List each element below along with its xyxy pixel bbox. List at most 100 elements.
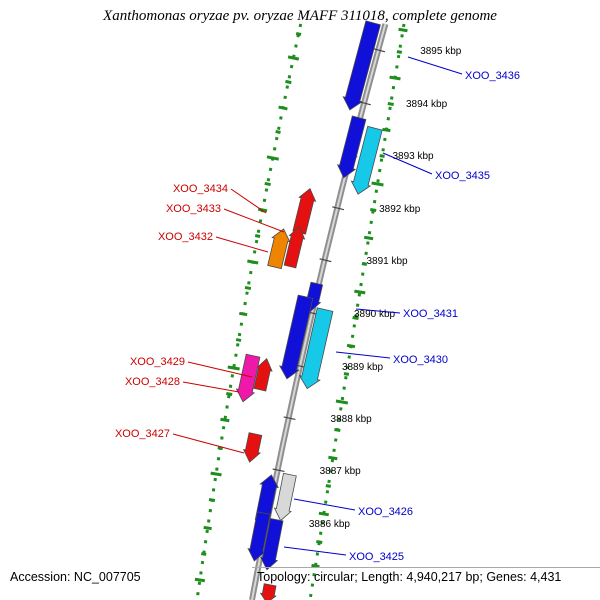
axis-tick bbox=[373, 48, 386, 53]
gene-arrow-15[interactable] bbox=[247, 511, 271, 562]
leader-line bbox=[215, 236, 269, 253]
green-tick bbox=[285, 79, 292, 85]
page-title: Xanthomonas oryzae pv. oryzae MAFF 31101… bbox=[103, 8, 497, 24]
green-tick bbox=[264, 181, 271, 187]
axis-tick-label: 3890 kbp bbox=[354, 309, 396, 320]
gene-label-XOO_3425[interactable]: XOO_3425 bbox=[349, 551, 404, 563]
green-tick bbox=[371, 181, 384, 187]
axis-tick-label: 3891 kbp bbox=[366, 256, 408, 267]
green-tick bbox=[387, 102, 394, 106]
axis-tick-label: 3895 kbp bbox=[420, 46, 462, 57]
green-tick bbox=[210, 471, 222, 477]
green-tick bbox=[227, 365, 240, 371]
gene-arrow-8[interactable] bbox=[279, 294, 314, 380]
axis-tick-label: 3887 kbp bbox=[320, 466, 362, 477]
green-tick bbox=[352, 316, 359, 320]
green-tick bbox=[239, 311, 248, 317]
green-tick bbox=[287, 55, 300, 61]
gene-label-XOO_3430[interactable]: XOO_3430 bbox=[393, 354, 448, 366]
leader-line bbox=[187, 361, 253, 378]
axis-tick-label: 3893 kbp bbox=[392, 151, 434, 162]
leader-line bbox=[355, 308, 401, 314]
green-tick bbox=[220, 417, 230, 423]
gene-arrow-12[interactable] bbox=[242, 432, 263, 463]
green-tick bbox=[343, 372, 350, 376]
leader-line bbox=[382, 152, 433, 175]
gene-arrow-6[interactable] bbox=[267, 228, 291, 270]
axis-tick bbox=[332, 206, 345, 211]
green-tick bbox=[354, 289, 366, 295]
green-tick bbox=[396, 50, 403, 54]
leader-line bbox=[293, 498, 356, 511]
gene-label-XOO_3427[interactable]: XOO_3427 bbox=[115, 428, 170, 440]
green-tick bbox=[226, 392, 233, 396]
green-tick bbox=[335, 399, 349, 405]
axis-tick bbox=[272, 468, 285, 473]
axis-tick bbox=[319, 258, 332, 263]
leader-line bbox=[182, 381, 240, 393]
green-tick bbox=[382, 127, 391, 133]
gene-label-XOO_3426[interactable]: XOO_3426 bbox=[358, 506, 413, 518]
green-tick bbox=[328, 455, 338, 461]
gene-arrow-1[interactable] bbox=[342, 20, 381, 111]
green-tick bbox=[235, 338, 242, 342]
green-tick bbox=[311, 563, 320, 569]
green-tick bbox=[334, 428, 341, 432]
gene-arrow-17[interactable] bbox=[259, 583, 277, 600]
gene-arrow-16[interactable] bbox=[259, 518, 284, 571]
green-tick bbox=[379, 154, 385, 158]
leader-line bbox=[407, 56, 463, 75]
green-tick bbox=[346, 343, 356, 349]
green-tick bbox=[361, 262, 368, 266]
green-tick bbox=[194, 577, 206, 583]
gene-arrow-9[interactable] bbox=[298, 307, 334, 390]
green-tick bbox=[208, 498, 216, 502]
gene-arrow-13[interactable] bbox=[254, 474, 279, 523]
green-tick bbox=[247, 259, 259, 265]
green-tick bbox=[201, 552, 207, 556]
gene-label-XOO_3429[interactable]: XOO_3429 bbox=[130, 356, 185, 368]
green-tick bbox=[278, 105, 288, 111]
gene-label-XOO_3432[interactable]: XOO_3432 bbox=[158, 231, 213, 243]
gene-label-XOO_3431[interactable]: XOO_3431 bbox=[403, 308, 458, 320]
gene-label-XOO_3428[interactable]: XOO_3428 bbox=[125, 376, 180, 388]
axis-tick-label: 3892 kbp bbox=[379, 204, 421, 215]
gene-arrow-14[interactable] bbox=[273, 472, 297, 522]
gene-arrow-2[interactable] bbox=[336, 115, 367, 179]
axis-tick bbox=[283, 416, 296, 421]
green-tick bbox=[203, 525, 212, 531]
leader-line bbox=[230, 188, 267, 214]
gene-label-XOO_3434[interactable]: XOO_3434 bbox=[173, 183, 228, 195]
leader-line bbox=[172, 433, 245, 454]
gene-arrow-4[interactable] bbox=[292, 187, 317, 235]
axis-tick-label: 3886 kbp bbox=[309, 519, 351, 530]
green-tick bbox=[295, 32, 302, 36]
gene-label-XOO_3435[interactable]: XOO_3435 bbox=[435, 170, 490, 182]
gene-arrow-3[interactable] bbox=[350, 125, 383, 195]
green-tick bbox=[398, 27, 408, 33]
gene-arrow-5[interactable] bbox=[283, 225, 306, 269]
gene-label-XOO_3436[interactable]: XOO_3436 bbox=[465, 70, 520, 82]
green-tick bbox=[254, 234, 261, 238]
green-tick bbox=[257, 207, 268, 213]
green-tick bbox=[370, 208, 377, 212]
status-topology: Topology: circular; Length: 4,940,217 bp… bbox=[257, 570, 562, 584]
leader-line bbox=[223, 208, 285, 233]
gene-label-XOO_3433[interactable]: XOO_3433 bbox=[166, 203, 221, 215]
gene-arrow-10[interactable] bbox=[253, 358, 273, 392]
axis-tick-label: 3888 kbp bbox=[331, 414, 373, 425]
status-accession: Accession: NC_007705 bbox=[10, 570, 141, 584]
green-tick bbox=[389, 75, 401, 81]
axis-tick-label: 3889 kbp bbox=[342, 362, 384, 373]
green-tick bbox=[363, 235, 374, 241]
leader-line bbox=[335, 351, 391, 359]
green-tick bbox=[316, 540, 323, 544]
green-tick bbox=[318, 511, 329, 517]
green-tick bbox=[217, 446, 223, 450]
green-tick bbox=[325, 484, 332, 488]
green-tick bbox=[244, 285, 252, 291]
gene-arrow-11[interactable] bbox=[235, 353, 261, 403]
green-tick bbox=[275, 130, 281, 134]
